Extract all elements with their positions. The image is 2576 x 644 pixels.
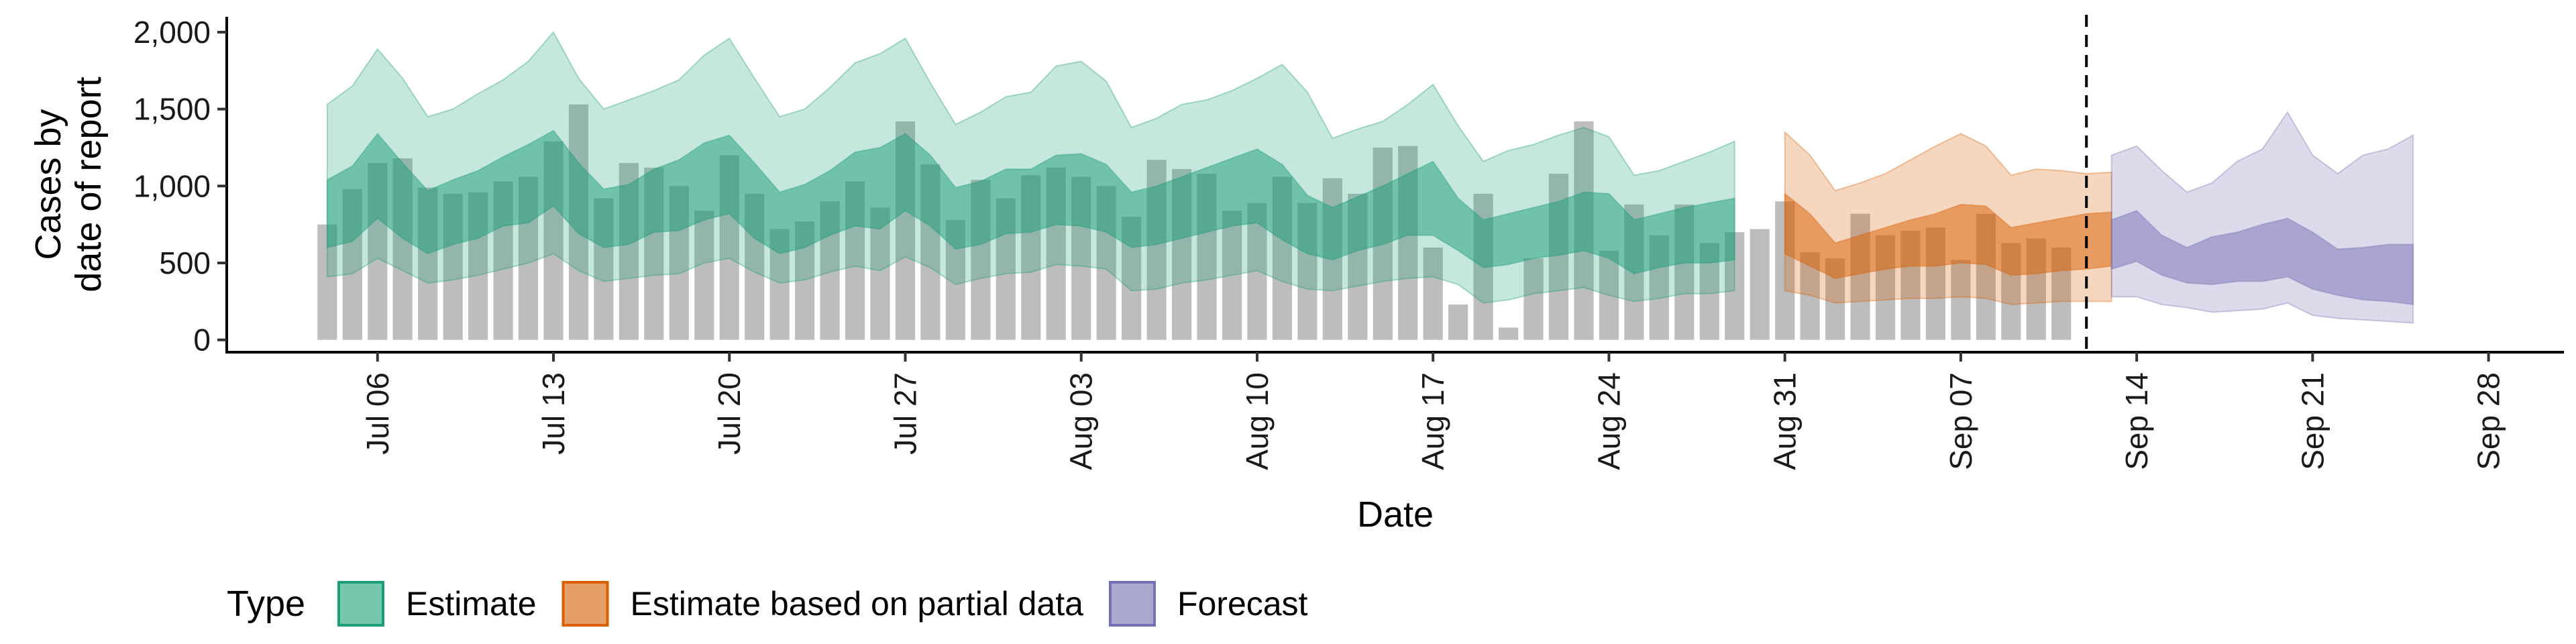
- x-axis-title: Date: [1357, 494, 1434, 535]
- legend-item: Estimate based on partial data: [561, 581, 1084, 627]
- x-tick-label: Jul 27: [888, 372, 923, 455]
- plot-area: [317, 15, 2414, 352]
- y-tick-label: 1,500: [133, 92, 211, 127]
- legend-item: Estimate: [337, 581, 537, 627]
- legend-title: Type: [227, 584, 305, 624]
- case-bar: [1523, 258, 1544, 340]
- x-tick-label: Aug 24: [1591, 372, 1626, 470]
- y-axis-title-line: date of report: [68, 76, 109, 292]
- case-bar: [1750, 229, 1770, 340]
- x-tick-label: Jul 13: [536, 372, 571, 455]
- case-bar: [1448, 304, 1468, 340]
- x-tick-label: Aug 03: [1064, 372, 1099, 470]
- x-axis-ticks: Jul 06 Jul 13 Jul 20 Jul 27 Aug 03 Aug 10 Aug …: [360, 352, 2506, 470]
- legend: Type Estimate Estimate based on partial da…: [227, 581, 1308, 627]
- estimate-inner-band: [326, 129, 1735, 275]
- case-bar: [870, 207, 890, 340]
- y-axis-title-line: Cases by: [28, 109, 68, 260]
- legend-label: Estimate: [406, 585, 537, 623]
- legend-label: Forecast: [1177, 585, 1308, 623]
- y-tick-label: 2,000: [133, 15, 211, 50]
- legend-swatch: [561, 581, 609, 627]
- y-tick-label: 500: [159, 246, 211, 280]
- legend-item: Forecast: [1108, 581, 1308, 627]
- case-bar: [1951, 260, 1971, 340]
- x-tick-label: Aug 31: [1768, 372, 1803, 470]
- x-tick-label: Sep 28: [2471, 372, 2506, 470]
- case-bar: [694, 211, 714, 340]
- x-tick-label: Jul 06: [360, 372, 395, 455]
- case-bar: [1222, 211, 1242, 340]
- legend-swatch: [1108, 581, 1156, 627]
- x-tick-label: Aug 17: [1415, 372, 1450, 470]
- forecast-inner-band: [2110, 209, 2414, 306]
- x-tick-label: Sep 07: [1943, 372, 1978, 470]
- y-axis-ticks: 0 500 1,000 1,500 2,000: [133, 15, 227, 358]
- x-tick-label: Sep 21: [2295, 372, 2330, 470]
- y-tick-label: 0: [193, 323, 211, 358]
- legend-swatch: [337, 581, 384, 627]
- x-tick-label: Aug 10: [1240, 372, 1275, 470]
- estimate-bands: [326, 31, 2414, 324]
- case-bar: [1599, 250, 1619, 340]
- case-bar: [1423, 248, 1443, 340]
- y-axis-title: Cases bydate of report: [28, 76, 109, 292]
- case-bar: [1499, 327, 1519, 340]
- x-tick-label: Sep 14: [2119, 372, 2154, 470]
- x-tick-label: Jul 20: [712, 372, 747, 455]
- legend-label: Estimate based on partial data: [631, 585, 1084, 623]
- y-tick-label: 1,000: [133, 168, 211, 203]
